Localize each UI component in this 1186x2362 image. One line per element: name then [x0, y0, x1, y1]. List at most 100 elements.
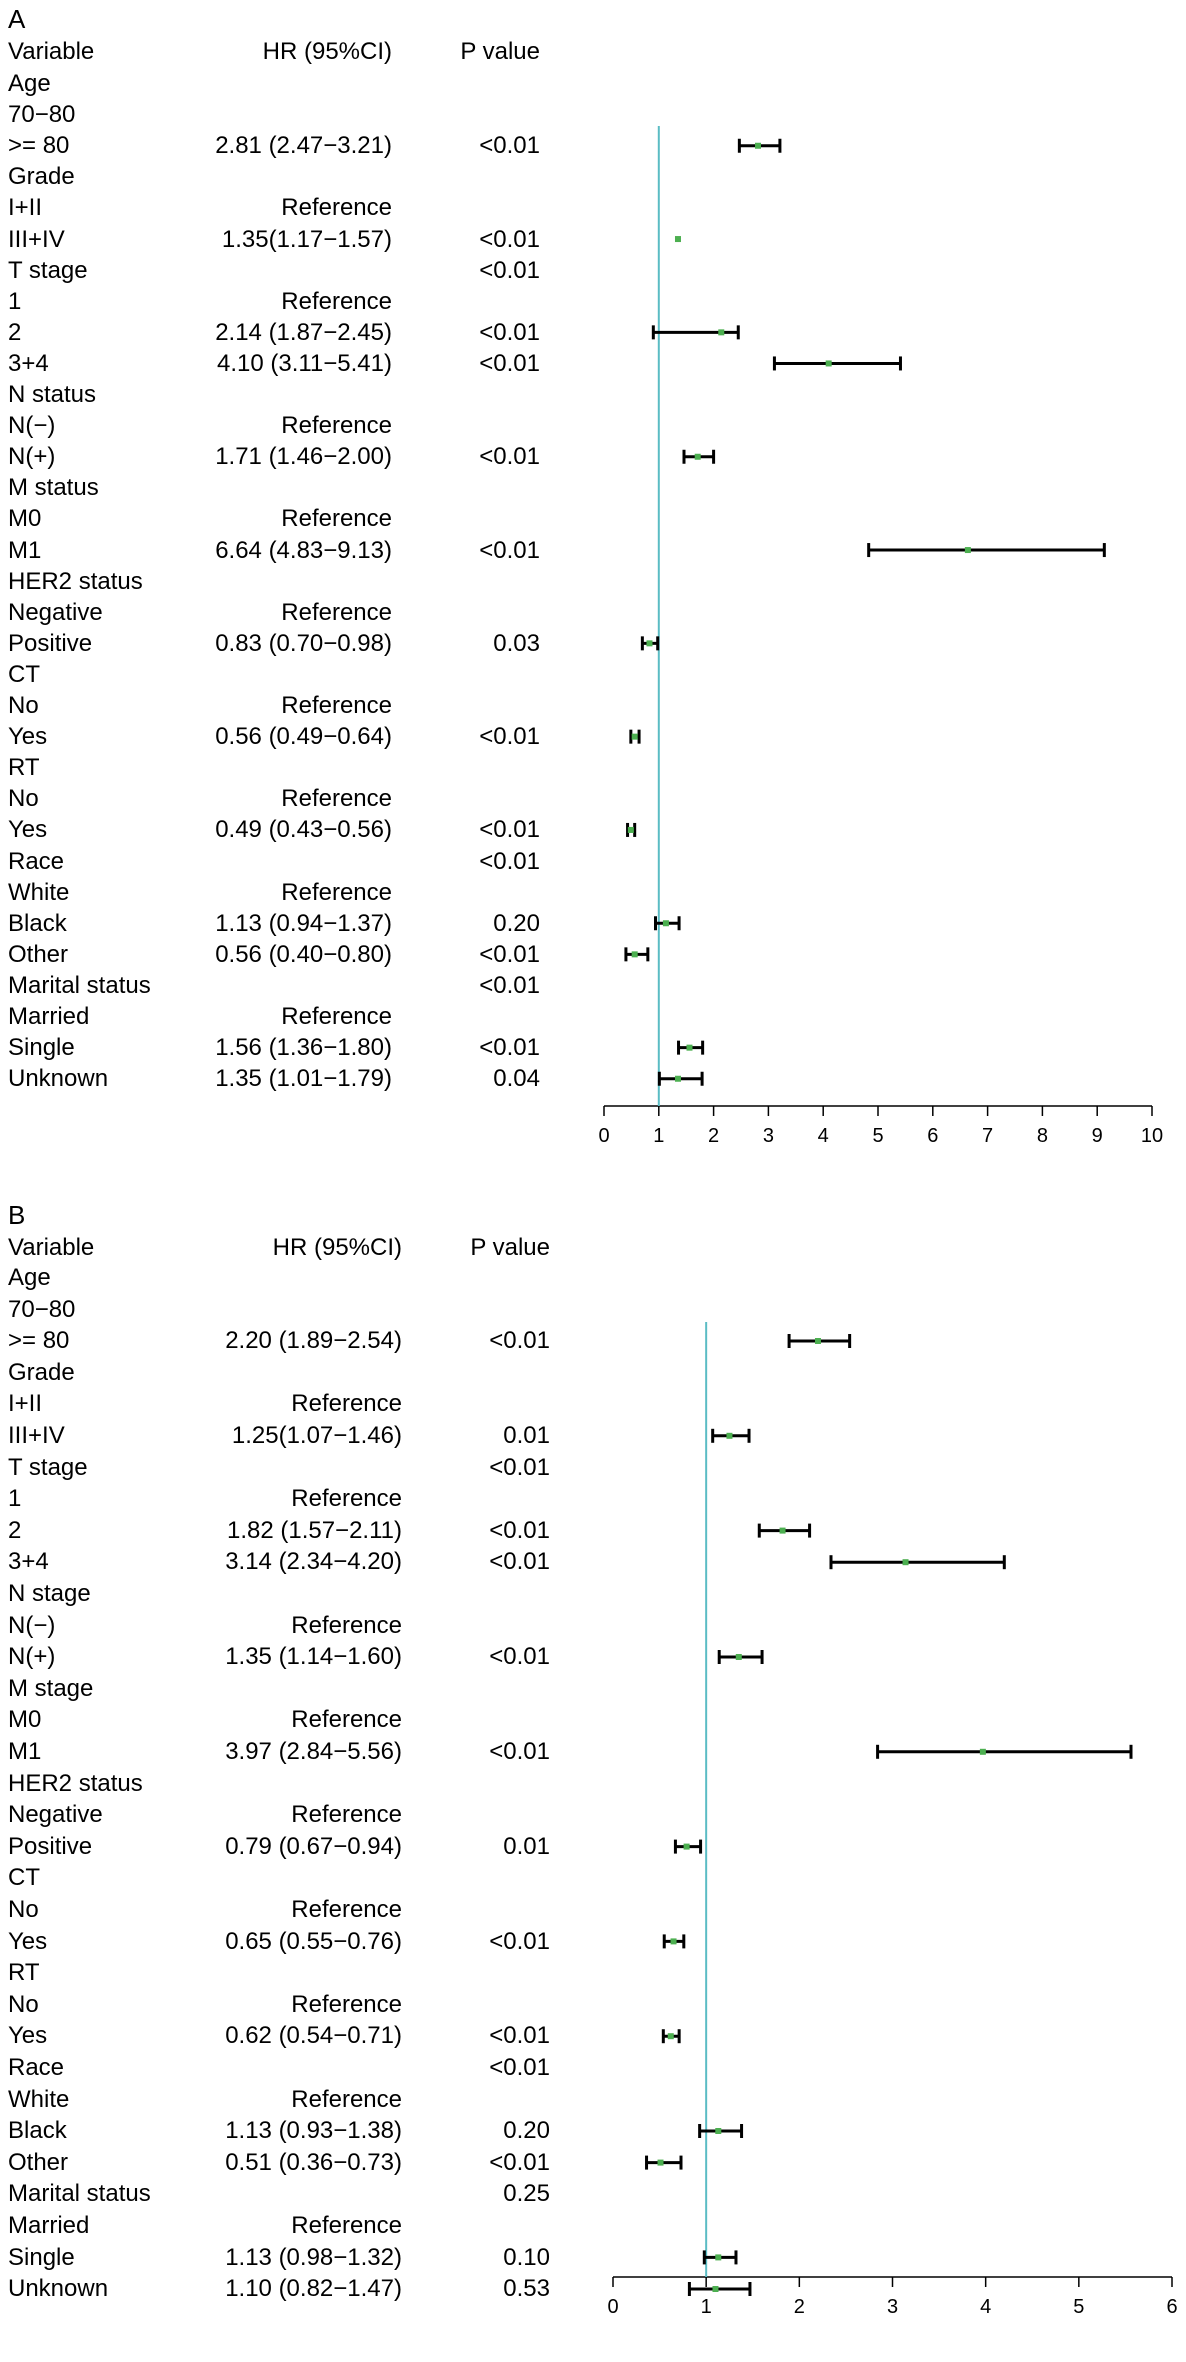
table-row: M0 Reference — [0, 1704, 1186, 1735]
row-hr: Reference — [291, 1990, 402, 2018]
table-row: 1 Reference — [0, 286, 1186, 317]
hr-point — [754, 142, 761, 149]
hr-point — [631, 951, 638, 958]
row-label: III+IV — [8, 1422, 65, 1449]
hr-estimate — [787, 1334, 852, 1348]
row-p-value: <0.01 — [489, 1516, 550, 1544]
row-label: CT — [8, 660, 40, 688]
table-row: 1 Reference — [0, 1483, 1186, 1514]
row-hr: 0.56 (0.49−0.64) — [215, 723, 392, 751]
row-hr: Reference — [281, 785, 392, 813]
row-label: N status — [8, 381, 97, 408]
row-p-value: <0.01 — [489, 1453, 550, 1481]
row-hr: 1.56 (1.36−1.80) — [215, 1034, 392, 1062]
row-p-value: 0.10 — [503, 2243, 550, 2271]
x-tick-label: 9 — [1092, 1125, 1103, 1147]
table-row: Grade — [0, 161, 1186, 192]
row-hr: 4.10 (3.11−5.41) — [216, 349, 392, 377]
table-row: Yes 0.65 (0.55−0.76) <0.01 — [0, 1926, 1186, 1957]
row-label: M0 — [8, 505, 42, 533]
row-label: 3+4 — [8, 1548, 49, 1576]
row-label: 2 — [8, 318, 22, 346]
row-hr: 2.14 (1.87−2.45) — [215, 318, 392, 346]
hr-point — [683, 1843, 690, 1850]
x-tick-label: 2 — [708, 1125, 719, 1147]
row-label: 1 — [8, 287, 22, 315]
table-row: Black 1.13 (0.94−1.37) 0.20 — [0, 908, 1186, 939]
hr-estimate — [702, 2250, 738, 2265]
row-label: Yes — [8, 723, 48, 751]
hr-point — [715, 2128, 722, 2134]
row-label: Age — [8, 70, 51, 97]
forest-plot-area: 0 1 2 3 4 5 6 — [607, 1322, 1178, 2318]
row-label: RT — [8, 1959, 40, 1987]
row-hr: 1.25(1.07−1.46) — [231, 1422, 402, 1449]
forest-plot-area: 0 1 2 3 4 5 6 7 8 9 10 — [598, 126, 1163, 1147]
row-hr: Reference — [281, 505, 392, 533]
row-p-value: <0.01 — [479, 971, 540, 999]
row-hr: 3.14 (2.34−4.20) — [225, 1548, 402, 1576]
x-tick-label: 1 — [701, 2296, 712, 2318]
table-row: Black 1.13 (0.93−1.38) 0.20 — [0, 2115, 1186, 2146]
row-label: >= 80 — [8, 132, 70, 160]
row-hr: 1.13 (0.94−1.37) — [215, 909, 392, 937]
row-label: HER2 status — [8, 567, 143, 595]
row-p-value: <0.01 — [479, 256, 540, 284]
row-hr: Reference — [281, 598, 392, 626]
hr-estimate — [626, 822, 637, 837]
x-tick-label: 6 — [1166, 2296, 1177, 2318]
hr-point — [670, 1938, 677, 1945]
table-row: No Reference — [0, 1894, 1186, 1925]
hr-point — [686, 1044, 693, 1051]
x-tick-label: 8 — [1037, 1125, 1048, 1147]
row-p-value: <0.01 — [489, 1327, 550, 1355]
table-row: Unknown 1.10 (0.82−1.47) 0.53 — [0, 2273, 1186, 2304]
hr-point — [779, 1527, 786, 1534]
row-hr: Reference — [281, 1003, 392, 1030]
table-row: M1 3.97 (2.84−5.56) <0.01 — [0, 1736, 1186, 1767]
row-p-value: <0.01 — [479, 723, 540, 751]
row-label: 2 — [8, 1516, 22, 1544]
row-hr: Reference — [291, 1485, 402, 1513]
row-label: Marital status — [8, 971, 151, 999]
table-row: Age — [0, 1262, 1186, 1293]
table-row: Race <0.01 — [0, 2052, 1186, 2083]
hr-point — [735, 1654, 742, 1660]
row-label: N(+) — [8, 1643, 56, 1671]
row-hr: 1.35(1.17−1.57) — [221, 225, 392, 253]
table-row: 2 2.14 (1.87−2.45) <0.01 — [0, 317, 1186, 348]
table-row: 2 1.82 (1.57−2.11) <0.01 — [0, 1515, 1186, 1546]
row-hr: 0.65 (0.55−0.76) — [225, 1927, 402, 1955]
hr-estimate — [717, 1650, 764, 1664]
row-hr: Reference — [291, 1611, 402, 1639]
row-hr: Reference — [291, 2085, 402, 2113]
table-row: I+II Reference — [0, 1388, 1186, 1419]
row-p-value: <0.01 — [489, 1643, 550, 1671]
row-label: Marital status — [8, 2180, 151, 2208]
row-label: Negative — [8, 1801, 103, 1829]
table-row: N(−) Reference — [0, 410, 1186, 441]
row-hr: 1.71 (1.46−2.00) — [215, 443, 392, 471]
table-row: No Reference — [0, 690, 1186, 721]
table-row: Other 0.51 (0.36−0.73) <0.01 — [0, 2147, 1186, 2178]
row-label: Single — [8, 2243, 75, 2271]
row-label: N stage — [8, 1580, 91, 1607]
row-label: Race — [8, 2054, 65, 2081]
row-p-value: <0.01 — [479, 349, 540, 377]
table-row: N(+) 1.35 (1.14−1.60) <0.01 — [0, 1641, 1186, 1672]
row-hr: 1.13 (0.98−1.32) — [225, 2243, 402, 2271]
row-hr: 0.83 (0.70−0.98) — [215, 629, 392, 657]
row-hr: Reference — [291, 1706, 402, 1734]
table-row: Unknown 1.35 (1.01−1.79) 0.04 — [0, 1063, 1186, 1094]
row-p-value: 0.01 — [503, 1422, 550, 1449]
hr-point — [694, 453, 701, 460]
row-label: Other — [8, 2148, 69, 2176]
table-row: Yes 0.62 (0.54−0.71) <0.01 — [0, 2020, 1186, 2051]
x-tick-label: 7 — [982, 1125, 993, 1147]
header-hr: HR (95%CI) — [272, 1234, 402, 1261]
table-row: M stage — [0, 1673, 1186, 1704]
table-row: Other 0.56 (0.40−0.80) <0.01 — [0, 939, 1186, 970]
row-label: M1 — [8, 536, 42, 564]
row-p-value: <0.01 — [479, 536, 540, 564]
row-hr: 6.64 (4.83−9.13) — [215, 536, 392, 564]
